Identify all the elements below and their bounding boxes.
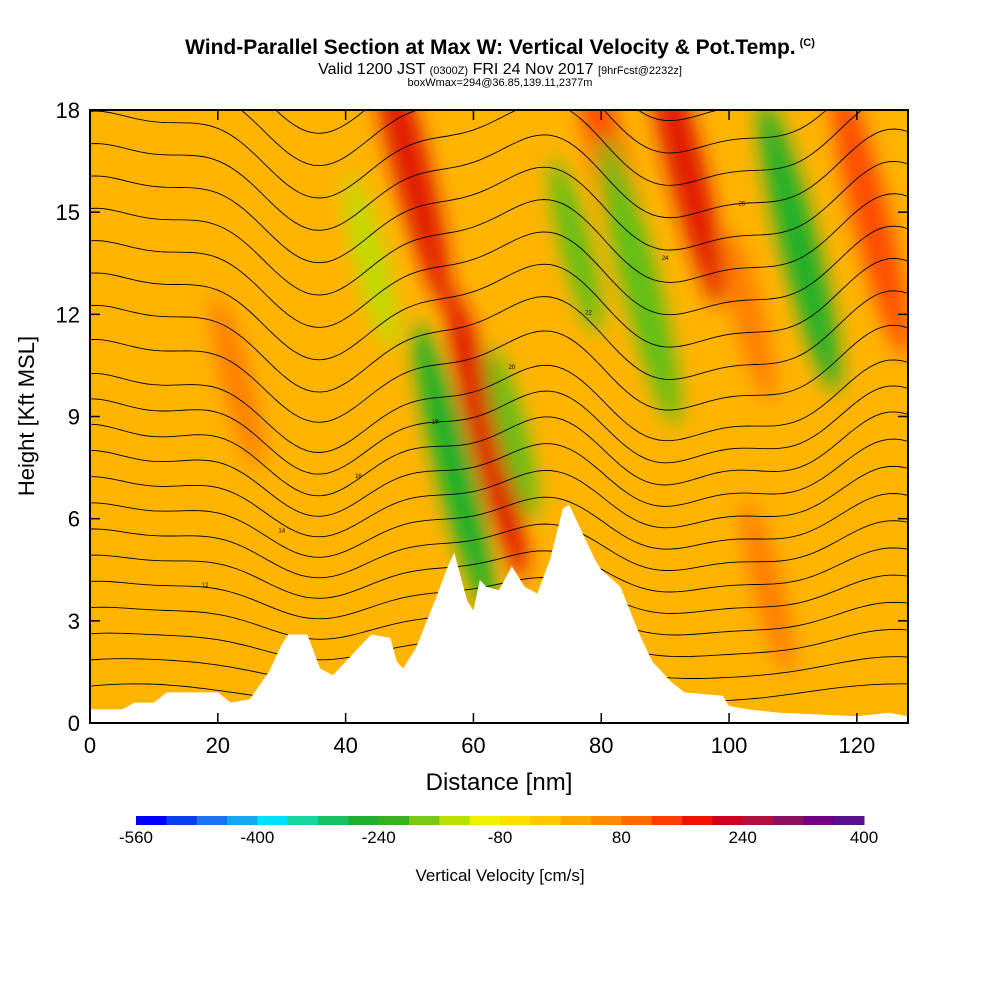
downdraft-13 — [345, 175, 397, 351]
y-tick-label: 9 — [68, 405, 80, 430]
colorbar-label: Vertical Velocity [cm/s] — [415, 866, 584, 885]
theta-contour-line — [90, 110, 863, 199]
theta-contour-line — [90, 385, 908, 475]
colorbar-swatch — [621, 816, 653, 825]
copyright-tag: (C) — [799, 37, 815, 49]
y-tick-label: 12 — [56, 302, 80, 327]
theta-contour-label: 26 — [739, 201, 746, 207]
theta-contour-line — [90, 359, 908, 453]
terrain — [90, 505, 908, 723]
downdraft-10 — [550, 158, 602, 334]
updraft-1 — [369, 110, 450, 307]
colorbar-swatch — [651, 816, 683, 825]
colorbar-swatch — [560, 816, 592, 825]
colorbar-swatch — [833, 816, 865, 825]
theta-contour-line — [240, 110, 828, 167]
y-tick-label: 15 — [56, 200, 80, 225]
colorbar-swatch — [591, 816, 622, 825]
theta-contour-line — [90, 547, 908, 599]
colorbar-tick-label: -560 — [119, 828, 153, 847]
theta-contour-label: 18 — [432, 419, 439, 425]
colorbar-tick-label: -80 — [488, 828, 513, 847]
x-tick-label: 80 — [589, 733, 613, 758]
colorbar-swatch — [196, 816, 228, 825]
colorbar: -560 -400 -240 -80 80 240 400 — [119, 816, 878, 847]
colorbar-tick-label: 80 — [612, 828, 631, 847]
x-tick-label: 40 — [333, 733, 357, 758]
x-tick-label: 20 — [206, 733, 230, 758]
colorbar-swatch — [712, 816, 744, 825]
theta-contour-line — [90, 128, 908, 231]
updraft-6 — [211, 295, 263, 470]
theta-contour-label: 22 — [585, 310, 592, 316]
colorbar-swatch — [348, 816, 380, 825]
x-tick-label: 60 — [461, 733, 485, 758]
colorbar-swatch — [500, 816, 531, 825]
updraft-3 — [644, 110, 725, 307]
colorbar-swatch — [742, 816, 774, 825]
theta-contour-label: 14 — [278, 528, 285, 534]
chart-subtitle: Valid 1200 JST (0300Z) FRI 24 Nov 2017 [… — [318, 61, 682, 78]
theta-contour-line — [90, 493, 908, 558]
colorbar-swatch — [773, 816, 804, 825]
updraft-4 — [722, 226, 774, 402]
colorbar-swatch — [166, 816, 198, 825]
x-tick-label: 0 — [84, 733, 96, 758]
colorbar-swatch — [409, 816, 440, 825]
colorbar-swatch — [287, 816, 319, 825]
theta-contour-line — [90, 257, 908, 361]
y-axis-label: Height [Kft MSL] — [14, 336, 39, 496]
x-axis-label: Distance [nm] — [426, 769, 573, 796]
theta-contour-line — [90, 160, 908, 264]
theta-contour-line — [90, 438, 908, 517]
x-tick-label: 120 — [839, 733, 876, 758]
theta-contour-line — [90, 324, 908, 423]
updraft-7 — [741, 499, 794, 675]
theta-contour-line — [90, 411, 908, 497]
y-tick-label: 18 — [56, 98, 80, 123]
theta-contour-line — [90, 0, 908, 69]
colorbar-tick-label: -240 — [362, 828, 396, 847]
y-tick-label: 6 — [68, 507, 80, 532]
x-tick-label: 100 — [711, 733, 748, 758]
theta-contour-line — [90, 225, 908, 328]
downdraft-11 — [599, 134, 680, 426]
colorbar-tick-label: -400 — [240, 828, 274, 847]
theta-contour-label: 24 — [662, 256, 669, 262]
theta-contour-line — [90, 0, 908, 36]
theta-contour-line — [90, 520, 908, 579]
theta-contour-line — [90, 193, 908, 296]
theta-contour-line — [90, 465, 908, 538]
colorbar-tick-label: 240 — [728, 828, 756, 847]
colorbar-swatch — [257, 816, 289, 825]
chart-title: Wind-Parallel Section at Max W: Vertical… — [185, 36, 815, 59]
colorbar-swatch — [136, 816, 167, 825]
theta-contour-label: 12 — [202, 583, 209, 589]
colorbar-swatch — [378, 816, 410, 825]
chart-subtitle-2: boxWmax=294@36.85,139.11,2377m — [407, 77, 593, 89]
y-tick-label: 0 — [68, 711, 80, 736]
downdraft-12 — [759, 110, 840, 392]
colorbar-swatch — [227, 816, 258, 825]
colorbar-swatch — [469, 816, 501, 825]
colorbar-swatch — [439, 816, 471, 825]
theta-contour-line — [90, 0, 908, 101]
theta-contour-line — [90, 574, 908, 620]
downdraft-9 — [486, 346, 538, 521]
updraft-5 — [829, 110, 908, 358]
theta-contour-line — [90, 290, 908, 393]
colorbar-swatch — [318, 816, 349, 825]
colorbar-swatch — [530, 816, 562, 825]
y-tick-label: 3 — [68, 609, 80, 634]
colorbar-swatch — [803, 816, 835, 825]
colorbar-swatch — [682, 816, 713, 825]
theta-contour-label: 16 — [355, 474, 362, 480]
colorbar-tick-label: 400 — [850, 828, 878, 847]
theta-contour-label: 20 — [508, 365, 515, 371]
